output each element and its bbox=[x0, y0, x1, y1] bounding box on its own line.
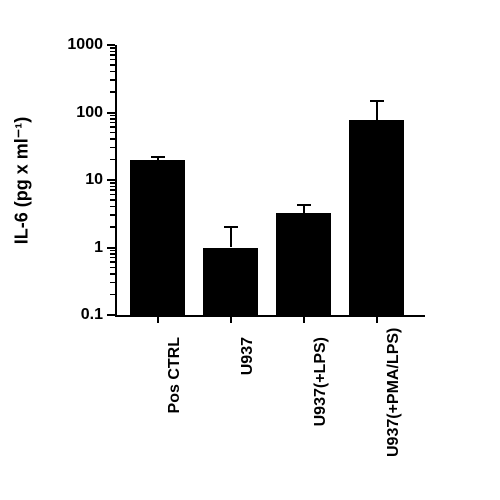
y-minor-tick bbox=[110, 118, 115, 120]
y-minor-tick bbox=[110, 253, 115, 255]
y-axis-line bbox=[115, 45, 117, 317]
x-tick-label: Pos CTRL bbox=[166, 337, 184, 457]
y-minor-tick bbox=[110, 186, 115, 188]
y-major-tick bbox=[107, 314, 115, 316]
y-minor-tick bbox=[110, 59, 115, 61]
y-minor-tick bbox=[110, 91, 115, 93]
y-minor-tick bbox=[110, 199, 115, 201]
y-axis-title-container: IL-6 (pg x ml⁻¹) bbox=[10, 45, 34, 315]
y-tick-label: 1 bbox=[53, 239, 103, 257]
x-axis-line bbox=[115, 315, 425, 317]
y-minor-tick bbox=[110, 214, 115, 216]
bar bbox=[130, 160, 185, 315]
y-minor-tick bbox=[110, 294, 115, 296]
y-minor-tick bbox=[110, 257, 115, 259]
y-minor-tick bbox=[110, 138, 115, 140]
y-minor-tick bbox=[110, 51, 115, 53]
y-major-tick bbox=[107, 179, 115, 181]
y-minor-tick bbox=[110, 147, 115, 149]
x-tick-label: U937(+LPS) bbox=[312, 337, 330, 457]
y-minor-tick bbox=[110, 79, 115, 81]
bar-chart: IL-6 (pg x ml⁻¹) 0.11101001000 Pos CTRLU… bbox=[0, 0, 500, 500]
y-minor-tick bbox=[110, 250, 115, 252]
error-bar-line bbox=[230, 227, 232, 247]
y-tick-label: 10 bbox=[53, 171, 103, 189]
y-minor-tick bbox=[110, 54, 115, 56]
y-major-tick bbox=[107, 112, 115, 114]
x-tick bbox=[157, 315, 159, 323]
y-minor-tick bbox=[110, 226, 115, 228]
y-minor-tick bbox=[110, 182, 115, 184]
y-minor-tick bbox=[110, 122, 115, 124]
y-minor-tick bbox=[110, 267, 115, 269]
y-tick-label: 0.1 bbox=[53, 306, 103, 324]
y-minor-tick bbox=[110, 194, 115, 196]
y-minor-tick bbox=[110, 126, 115, 128]
bar bbox=[276, 213, 331, 315]
y-minor-tick bbox=[110, 115, 115, 117]
bar bbox=[349, 120, 404, 315]
y-major-tick bbox=[107, 44, 115, 46]
error-bar-line bbox=[376, 101, 378, 120]
error-bar-line bbox=[303, 205, 305, 214]
y-minor-tick bbox=[110, 159, 115, 161]
y-major-tick bbox=[107, 247, 115, 249]
y-minor-tick bbox=[110, 206, 115, 208]
x-tick bbox=[303, 315, 305, 323]
y-tick-label: 1000 bbox=[53, 36, 103, 54]
x-tick bbox=[230, 315, 232, 323]
error-bar-cap bbox=[297, 204, 311, 206]
y-minor-tick bbox=[110, 189, 115, 191]
x-tick-label: U937(+PMA/LPS) bbox=[385, 337, 403, 457]
y-minor-tick bbox=[110, 71, 115, 73]
error-bar-cap bbox=[151, 156, 165, 158]
y-minor-tick bbox=[110, 273, 115, 275]
x-tick bbox=[376, 315, 378, 323]
y-axis-title: IL-6 (pg x ml⁻¹) bbox=[12, 116, 33, 244]
error-bar-cap bbox=[370, 100, 384, 102]
y-minor-tick bbox=[110, 282, 115, 284]
y-minor-tick bbox=[110, 132, 115, 134]
y-minor-tick bbox=[110, 64, 115, 66]
y-minor-tick bbox=[110, 47, 115, 49]
y-tick-label: 100 bbox=[53, 104, 103, 122]
plot-area: 0.11101001000 Pos CTRLU937U937(+LPS)U937… bbox=[115, 45, 425, 315]
y-minor-tick bbox=[110, 261, 115, 263]
x-tick-label: U937 bbox=[239, 337, 257, 457]
bar bbox=[203, 248, 258, 316]
error-bar-cap bbox=[224, 226, 238, 228]
